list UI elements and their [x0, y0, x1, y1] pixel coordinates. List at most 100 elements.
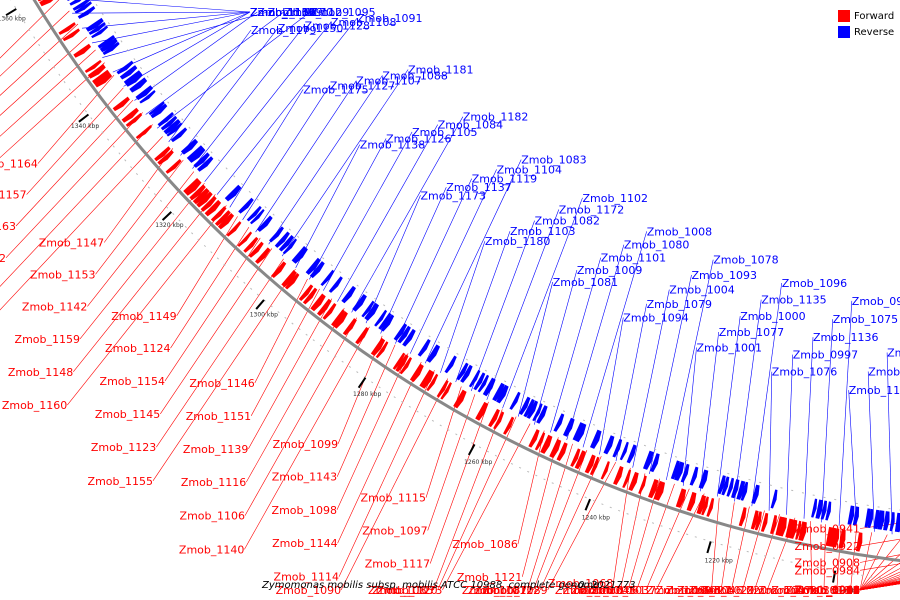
forward-gene-label[interactable]: Zmob_1020	[702, 584, 767, 597]
forward-gene-label[interactable]: Zmob_1019	[795, 584, 860, 597]
reverse-gene-label[interactable]: Zmob_1103	[510, 225, 575, 238]
forward-gene-label[interactable]: Zmob_0922	[795, 540, 860, 553]
reverse-gene-label[interactable]: Zmob_1009	[577, 264, 642, 277]
forward-gene-label[interactable]: Zmob_1097	[362, 525, 427, 538]
forward-gene-label[interactable]: Zmob_1046	[677, 584, 742, 597]
forward-gene-label[interactable]: Zmob_1114	[274, 571, 339, 584]
forward-gene-label[interactable]: Zmob_1124	[105, 342, 170, 355]
forward-gene-label[interactable]: Zmob_0983	[795, 584, 860, 597]
forward-gene-label[interactable]: Zmob_1032	[795, 584, 860, 597]
reverse-gene-label[interactable]: Zmob_1179	[251, 24, 316, 37]
reverse-gene-label[interactable]: Zmob_1105	[412, 126, 477, 139]
forward-gene-label[interactable]: Zmob_0960	[795, 584, 860, 597]
forward-gene-label[interactable]: Zmob_1122	[475, 584, 540, 597]
reverse-gene-label[interactable]: Zmob_1008	[647, 225, 712, 238]
forward-gene-label[interactable]: Zmob_1064	[795, 584, 860, 597]
forward-gene-label[interactable]: Zmob_1017	[795, 584, 860, 597]
reverse-gene-label[interactable]: Zmob_1104	[497, 163, 562, 176]
reverse-gene-label[interactable]: Zmob_1136	[813, 331, 878, 344]
forward-gene-label[interactable]: Zmob_1037	[591, 584, 656, 597]
forward-gene-label[interactable]: Zmob_1027	[666, 584, 731, 597]
forward-gene-label[interactable]: Zmob_1144	[272, 537, 337, 550]
reverse-gene-label[interactable]: Zmob_1130	[250, 6, 315, 19]
forward-gene-label[interactable]: Zmob_1146	[189, 377, 254, 390]
forward-gene-label[interactable]: Zmob_1034	[795, 584, 860, 597]
forward-gene-label[interactable]: Zmob_1087	[462, 584, 527, 597]
forward-gene-label[interactable]: Zmob_0978	[795, 584, 860, 597]
reverse-gene-label[interactable]: Zmob_1119	[472, 173, 537, 186]
forward-gene-label[interactable]: Zmob_0998	[795, 584, 860, 597]
forward-gene-label[interactable]: Zmob_1014	[795, 584, 860, 597]
forward-gene-label[interactable]: Zmob_1018	[785, 584, 850, 597]
forward-gene-label[interactable]: Zmob_1099	[273, 438, 338, 451]
forward-gene-label[interactable]: Zmob_1142	[22, 300, 87, 313]
reverse-gene-label[interactable]: Zmob_1137	[446, 181, 511, 194]
reverse-gene-label[interactable]: Zmob_0993	[868, 366, 900, 379]
forward-gene-label[interactable]: Zmob_0964	[795, 584, 860, 597]
forward-gene-label[interactable]: Zmob_1029	[689, 584, 754, 597]
forward-gene-label[interactable]: Zmob_1040	[795, 584, 860, 597]
reverse-gene-label[interactable]: Zmob_1101	[601, 252, 666, 265]
forward-gene-label[interactable]: Zmob_1159	[15, 333, 80, 346]
forward-gene-label[interactable]: Zmob_1049	[795, 584, 860, 597]
forward-gene-label[interactable]: Zmob_0908	[795, 557, 860, 570]
forward-gene-label[interactable]: Zmob_1039	[795, 584, 860, 597]
forward-gene-label[interactable]: Zmob_1157	[0, 189, 27, 202]
reverse-gene-label[interactable]: Zmob_1110	[250, 6, 315, 19]
reverse-gene-label[interactable]: Zmob_1080	[624, 239, 689, 252]
forward-gene-label[interactable]: Zmob_1052	[795, 584, 860, 597]
reverse-gene-label[interactable]: Zmob_1077	[719, 326, 784, 339]
forward-gene-label[interactable]: Zmob_1123	[91, 441, 156, 454]
reverse-gene-label[interactable]: Zmob_1078	[713, 254, 778, 267]
reverse-gene-label[interactable]: Zmob_1082	[535, 215, 600, 228]
forward-gene-label[interactable]: Zmob_0984	[795, 564, 860, 577]
reverse-gene-label[interactable]: Zmob_1079	[647, 298, 712, 311]
forward-gene-label[interactable]: Zmob_1012	[795, 584, 860, 597]
forward-gene-label[interactable]: Zmob_1024	[795, 584, 860, 597]
forward-gene-label[interactable]: Zmob_1152	[0, 252, 6, 265]
forward-gene-label[interactable]: Zmob_1148	[8, 366, 73, 379]
forward-gene-label[interactable]: Zmob_1069	[646, 584, 711, 597]
forward-gene-label[interactable]: Zmob_1065	[795, 584, 860, 597]
forward-gene-label[interactable]: Zmob_1145	[95, 408, 160, 421]
forward-gene-label[interactable]: Zmob_1149	[111, 310, 176, 323]
reverse-gene-label[interactable]: Zmob_1129	[284, 6, 349, 19]
reverse-gene-label[interactable]: Zmob_1088	[382, 69, 447, 82]
reverse-gene-label[interactable]: Zmob_1096	[782, 277, 847, 290]
forward-gene-label[interactable]: Zmob_1085	[368, 584, 433, 597]
forward-gene-label[interactable]: Zmob_1115	[361, 492, 426, 505]
forward-gene-label[interactable]: Zmob_1045	[571, 584, 636, 597]
forward-gene-label[interactable]: Zmob_1007	[795, 584, 860, 597]
forward-gene-label[interactable]: Zmob_1086	[452, 538, 517, 551]
reverse-gene-label[interactable]: Zmob_1108	[331, 16, 396, 29]
forward-gene-label[interactable]: Zmob_1005	[795, 584, 860, 597]
forward-gene-label[interactable]: Zmob_1035	[795, 584, 860, 597]
forward-gene-label[interactable]: Zmob_1073	[377, 584, 442, 597]
forward-gene-label[interactable]: Zmob_0951	[795, 584, 860, 597]
reverse-gene-label[interactable]: Zmob_1170	[268, 6, 333, 19]
reverse-gene-label[interactable]: Zmob_1109	[250, 6, 315, 19]
forward-gene-label[interactable]: Zmob_0957	[795, 584, 860, 597]
forward-gene-label[interactable]: Zmob_1160	[2, 399, 67, 412]
forward-gene-label[interactable]: Zmob_1116	[181, 476, 246, 489]
reverse-gene-label[interactable]: Zmob_1075	[833, 313, 898, 326]
reverse-gene-label[interactable]: Zmob_1173	[421, 189, 486, 202]
forward-gene-label[interactable]: Zmob_1151	[186, 410, 251, 423]
forward-gene-label[interactable]: Zmob_1164	[0, 158, 38, 171]
reverse-gene-label[interactable]: Zmob_1094	[623, 312, 688, 325]
reverse-gene-label[interactable]: Zmob_1102	[583, 192, 648, 205]
reverse-gene-label[interactable]: Zmob_1150	[278, 22, 343, 35]
forward-gene-label[interactable]: Zmob_1139	[183, 443, 248, 456]
forward-gene-label[interactable]: Zmob_1030	[759, 584, 824, 597]
forward-gene-label[interactable]: Zmob_0995	[795, 584, 860, 597]
forward-gene-label[interactable]: Zmob_1121	[457, 571, 522, 584]
forward-gene-label[interactable]: Zmob_0996	[795, 584, 860, 597]
reverse-gene-label[interactable]: Zmob_1081	[553, 276, 618, 289]
forward-gene-label[interactable]: Zmob_1163	[0, 220, 16, 233]
forward-gene-label[interactable]: Zmob_1041	[795, 584, 860, 597]
forward-gene-label[interactable]: Zmob_1147	[39, 237, 104, 250]
reverse-gene-label[interactable]: Zmob_1111	[250, 6, 315, 19]
reverse-gene-label[interactable]: Zmob_1134	[887, 347, 900, 360]
reverse-gene-label[interactable]: Zmob_1135	[761, 294, 826, 307]
forward-gene-label[interactable]: Zmob_0925	[795, 584, 860, 597]
